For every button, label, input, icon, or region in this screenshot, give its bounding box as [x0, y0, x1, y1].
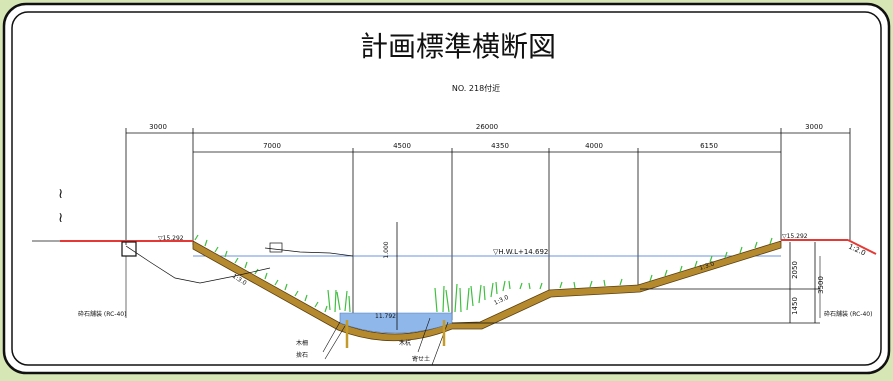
- right-pavement-label: 砕石舗装 (RC-40): [824, 310, 872, 318]
- dim-seg-7000: 7000: [263, 142, 281, 150]
- vertical-dimensions: [396, 222, 820, 330]
- break-mark-lower: ≀: [58, 210, 63, 226]
- fill-soil-label: 寄せ土: [412, 355, 430, 363]
- right-bank-level: ▽15.292: [782, 233, 808, 240]
- wood-piles: [345, 320, 446, 348]
- road-pavement: [60, 239, 877, 255]
- dim-small: 1.000: [383, 241, 390, 258]
- grass-cover: [194, 234, 773, 313]
- channel-soil: [192, 240, 782, 342]
- left-ground-profile: [32, 240, 354, 284]
- slope-right-main: 1:3.0: [698, 260, 715, 271]
- stone-label: 捨石: [296, 351, 308, 359]
- break-mark-upper: ≀: [58, 186, 63, 202]
- leader-lines: [125, 256, 821, 366]
- dim-right-3000: 3000: [805, 123, 823, 131]
- left-culvert: [121, 241, 137, 257]
- left-pavement-label: 砕石舗装 (RC-40): [78, 310, 126, 318]
- inner-frame: [11, 11, 882, 366]
- drawing-subtitle: NO. 218付近: [452, 83, 500, 93]
- hwl-level: ▽H.W.L+14.692: [493, 248, 548, 256]
- bed-level: 11.792: [375, 313, 396, 320]
- dim-1450: 1450: [791, 297, 799, 315]
- drawing-title: 計画標準横断図: [360, 30, 556, 63]
- wood-frame-label: 木柵: [296, 339, 308, 347]
- dim-seg-6150: 6150: [700, 142, 718, 150]
- dim-total-26000: 26000: [476, 123, 498, 131]
- dim-seg-4000: 4000: [585, 142, 603, 150]
- dim-seg-4500: 4500: [393, 142, 411, 150]
- dim-2050: 2050: [791, 261, 799, 279]
- left-bank-level: ▽15.292: [158, 235, 184, 242]
- dim-left-3000: 3000: [149, 123, 167, 131]
- dim-seg-4350: 4350: [491, 142, 509, 150]
- wood-pile-label: 木杭: [399, 339, 411, 347]
- dimension-lines: [125, 128, 851, 320]
- dim-3500: 3500: [817, 276, 825, 294]
